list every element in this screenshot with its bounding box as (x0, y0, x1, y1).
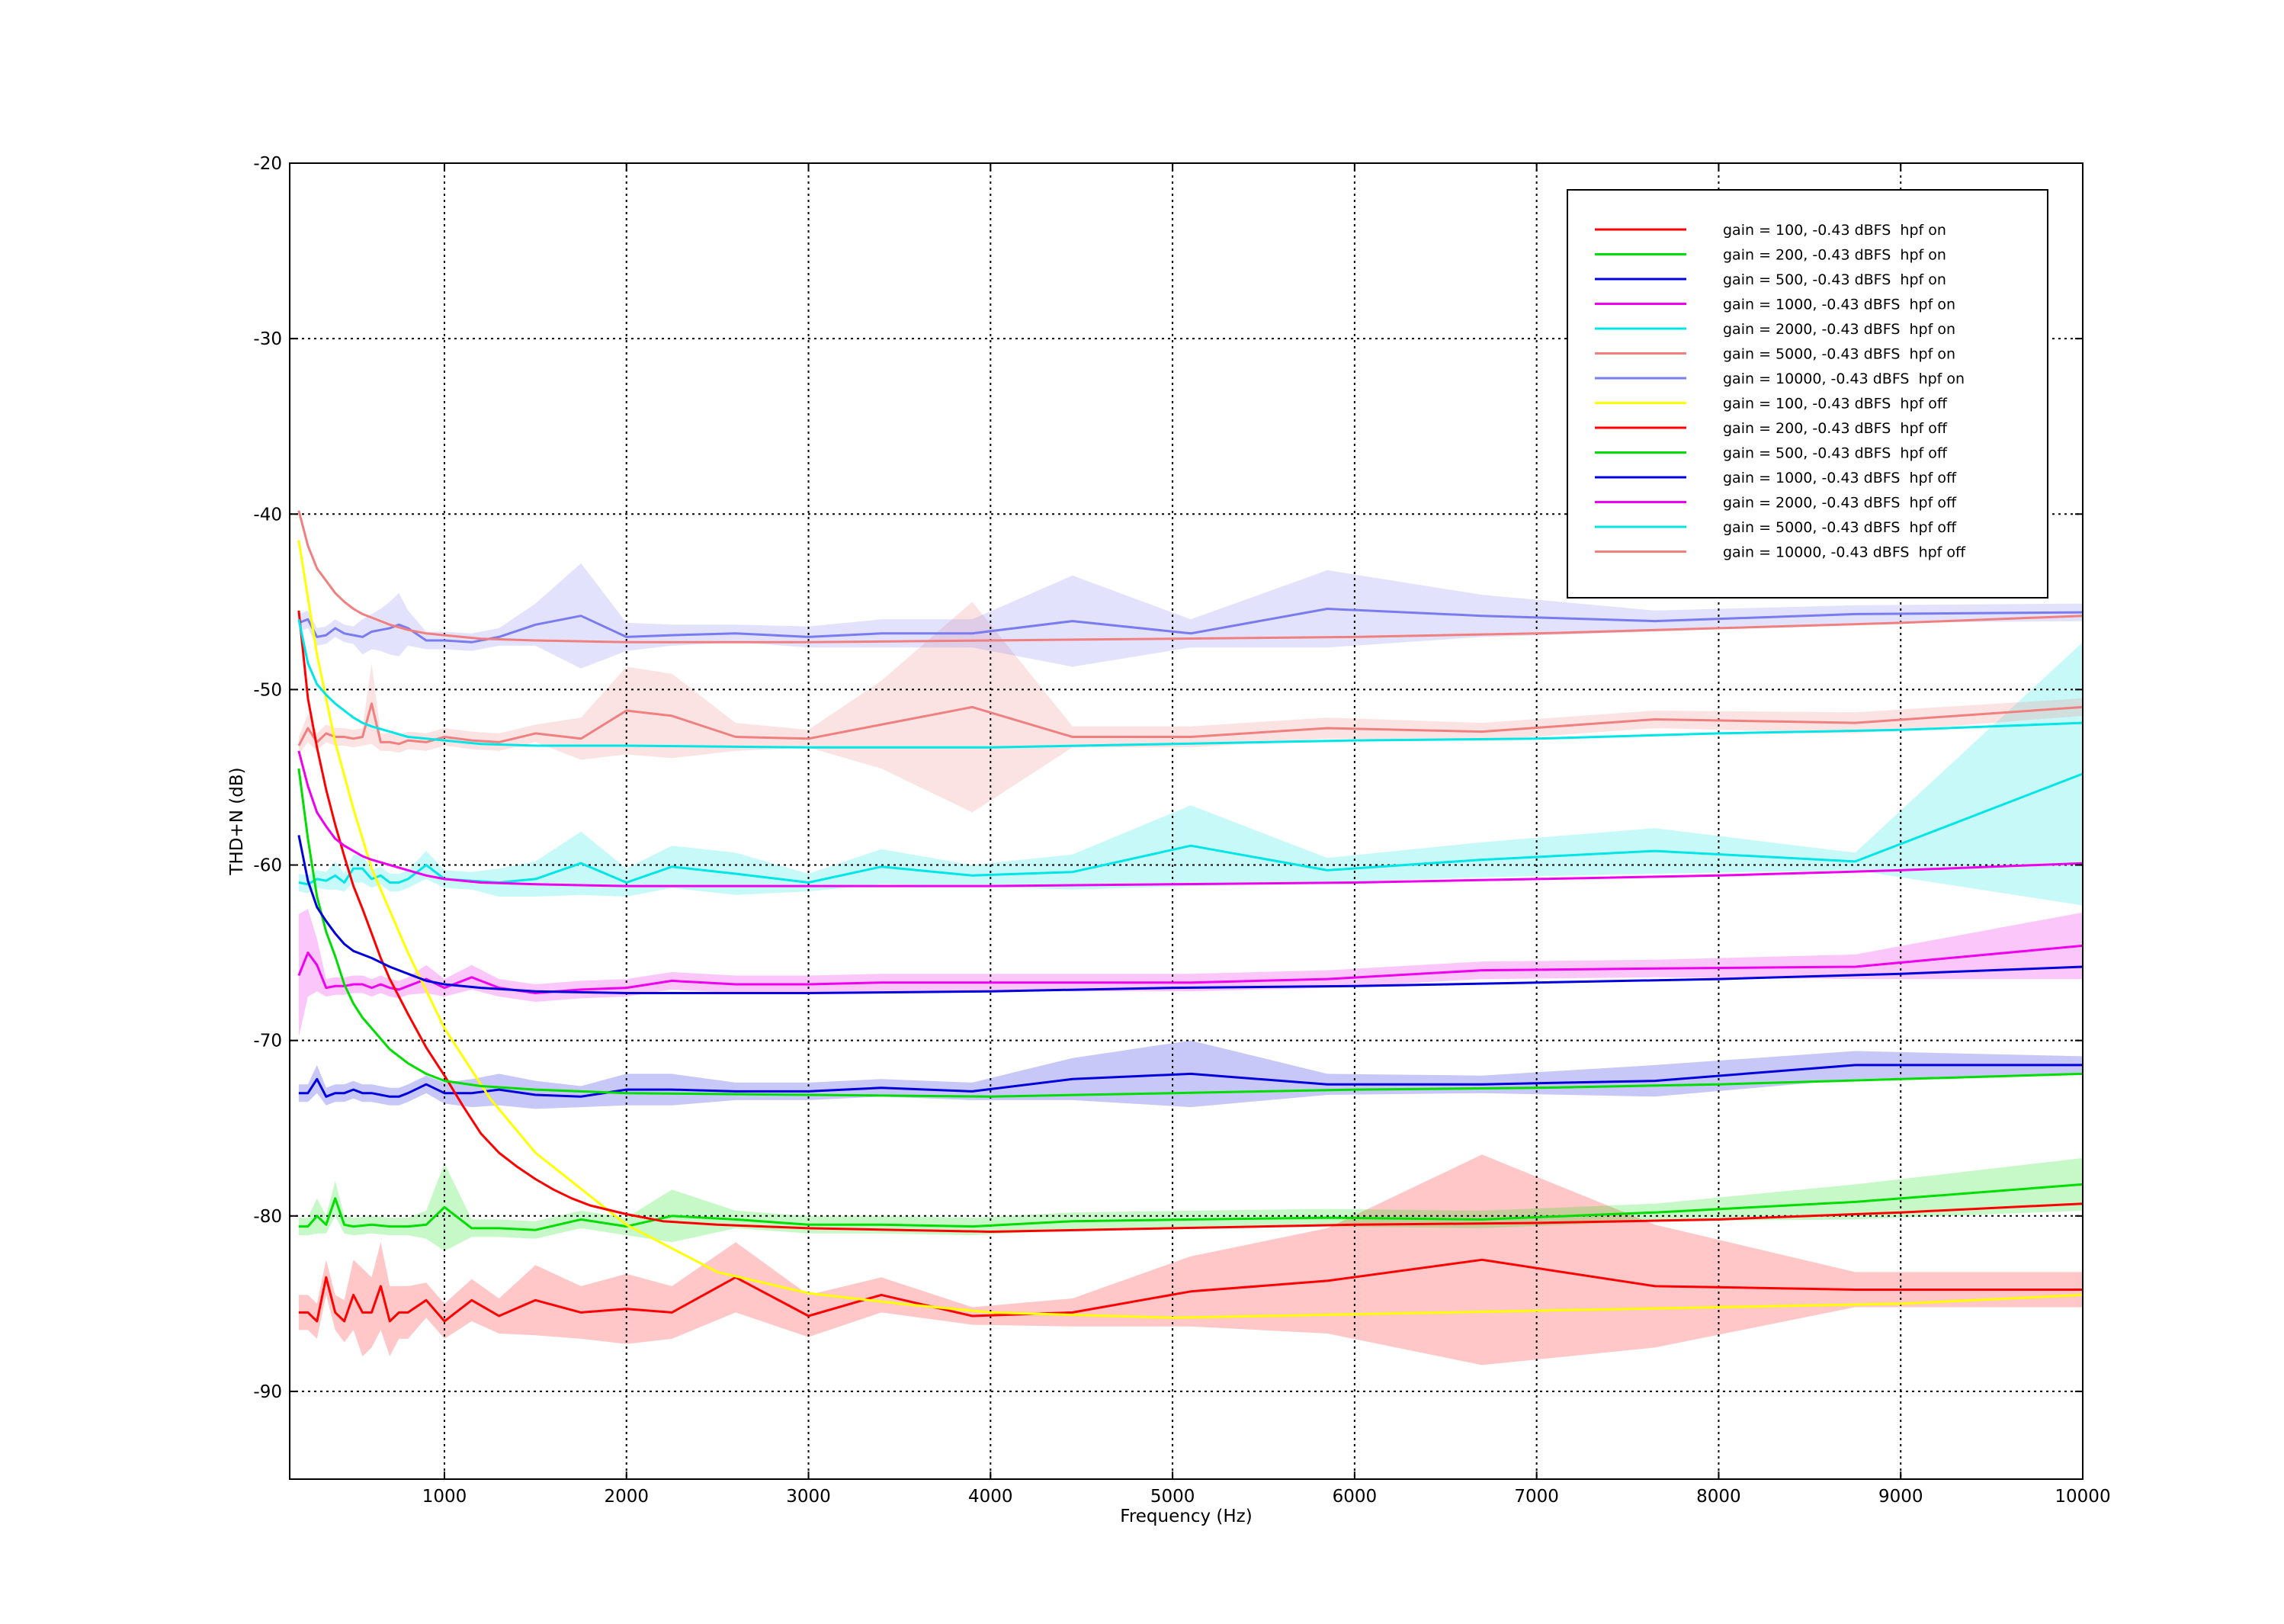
legend-frame (1567, 189, 2048, 599)
y-tick-label: -40 (253, 505, 282, 525)
band-series-4 (298, 909, 2084, 1038)
x-tick-label: 4000 (968, 1487, 1013, 1507)
line-series-14 (297, 510, 2084, 644)
y-axis-title: THD+N (dB) (227, 767, 247, 875)
x-tick-label: 2000 (604, 1487, 649, 1507)
legend-label: gain = 100, -0.43 dBFS hpf on (1723, 222, 1946, 239)
y-tick-label: -20 (253, 154, 282, 174)
line-series-9 (297, 610, 2084, 1233)
legend-label: gain = 200, -0.43 dBFS hpf on (1723, 247, 1946, 264)
legend-label: gain = 2000, -0.43 dBFS hpf off (1723, 495, 1957, 512)
line-series-2 (298, 1183, 2084, 1231)
line-series-10 (297, 768, 2084, 1098)
legend-label: gain = 5000, -0.43 dBFS hpf off (1723, 519, 1957, 536)
legend-label: gain = 10000, -0.43 dBFS hpf on (1723, 371, 1965, 387)
legend-label: gain = 10000, -0.43 dBFS hpf off (1723, 544, 1966, 561)
band-series-5 (298, 642, 2084, 906)
y-tick-label: -80 (253, 1207, 282, 1227)
band-series-1 (298, 1154, 2084, 1366)
x-tick-label: 1000 (422, 1487, 467, 1507)
line-series-12 (297, 750, 2084, 887)
legend-label: gain = 500, -0.43 dBFS hpf on (1723, 271, 1946, 288)
line-series-13 (297, 618, 2084, 749)
legend-label: gain = 200, -0.43 dBFS hpf off (1723, 420, 1948, 437)
line-series-11 (297, 835, 2084, 994)
x-tick-label: 3000 (786, 1487, 831, 1507)
y-tick-label: -60 (253, 856, 282, 876)
y-ticks: -90 -80 -70 -60 -50 -40 -30 -20 (253, 154, 2083, 1402)
x-tick-label: 5000 (1150, 1487, 1195, 1507)
x-tick-label: 7000 (1514, 1487, 1559, 1507)
line-series-6 (297, 702, 2084, 746)
x-axis-title: Frequency (Hz) (1120, 1507, 1252, 1526)
series-lines (297, 510, 2084, 1323)
y-tick-label: -90 (253, 1382, 282, 1402)
band-series-6 (298, 602, 2084, 813)
legend-label: gain = 2000, -0.43 dBFS hpf on (1723, 321, 1955, 338)
x-tick-label: 6000 (1333, 1487, 1378, 1507)
legend-label: gain = 1000, -0.43 dBFS hpf off (1723, 470, 1957, 486)
legend: gain = 100, -0.43 dBFS hpf on gain = 200,… (1567, 189, 2048, 599)
line-series-8 (297, 540, 2084, 1319)
legend-label: gain = 100, -0.43 dBFS hpf off (1723, 396, 1948, 412)
y-tick-label: -50 (253, 680, 282, 700)
y-tick-label: -30 (253, 329, 282, 349)
band-series-2 (298, 1157, 2084, 1251)
legend-label: gain = 1000, -0.43 dBFS hpf on (1723, 297, 1955, 313)
plot-frame (289, 162, 2084, 1480)
line-series-1 (298, 1258, 2083, 1323)
y-tick-label: -70 (253, 1032, 282, 1051)
legend-label: gain = 5000, -0.43 dBFS hpf on (1723, 346, 1955, 363)
legend-items: gain = 100, -0.43 dBFS hpf on gain = 200,… (1595, 222, 1966, 561)
x-tick-label: 8000 (1696, 1487, 1741, 1507)
x-ticks: 1000 2000 3000 4000 5000 6000 7000 8000 9000 1000… (422, 163, 2111, 1507)
legend-label: gain = 500, -0.43 dBFS hpf off (1723, 445, 1948, 462)
x-tick-label: 10000 (2055, 1487, 2110, 1507)
x-tick-label: 9000 (1878, 1487, 1923, 1507)
